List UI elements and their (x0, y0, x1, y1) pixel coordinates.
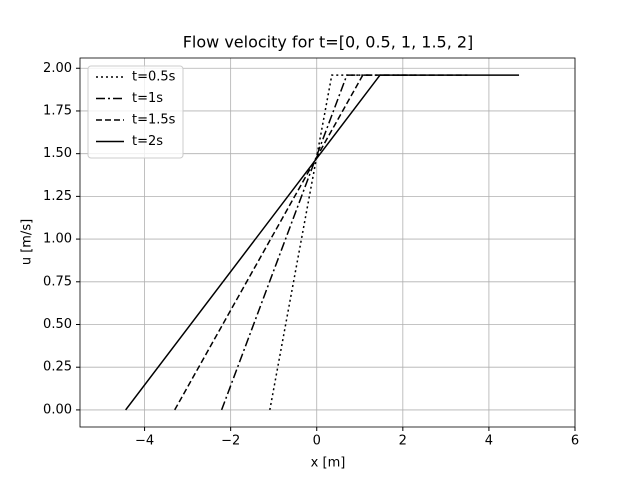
legend-label: t=2s (132, 134, 163, 149)
y-tick-label: 2.00 (43, 61, 72, 76)
y-tick-label: 1.00 (43, 232, 72, 247)
y-tick-label: 1.75 (43, 103, 72, 118)
y-tick-label: 0.00 (43, 402, 72, 417)
legend-label: t=1.5s (132, 113, 176, 128)
x-tick-label: 4 (485, 434, 493, 449)
x-tick-label: 2 (399, 434, 407, 449)
chart-title: Flow velocity for t=[0, 0.5, 1, 1.5, 2] (183, 33, 474, 52)
x-tick-label: −4 (135, 434, 154, 449)
y-tick-label: 0.75 (43, 274, 72, 289)
y-tick-label: 1.50 (43, 146, 72, 161)
legend-box (87, 65, 184, 159)
legend-label: t=1s (132, 91, 163, 106)
y-tick-label: 0.25 (43, 360, 72, 375)
x-axis-label: x [m] (311, 456, 346, 471)
y-tick-label: 1.25 (43, 189, 72, 204)
y-axis-label: u [m/s] (20, 219, 35, 265)
y-tick-label: 0.50 (43, 317, 72, 332)
x-tick-label: −2 (221, 434, 240, 449)
data-line (269, 74, 369, 411)
data-line (125, 74, 520, 411)
legend-label: t=0.5s (132, 70, 176, 85)
x-tick-label: 0 (313, 434, 321, 449)
x-tick-label: 6 (571, 434, 579, 449)
plot-frame (79, 57, 576, 428)
